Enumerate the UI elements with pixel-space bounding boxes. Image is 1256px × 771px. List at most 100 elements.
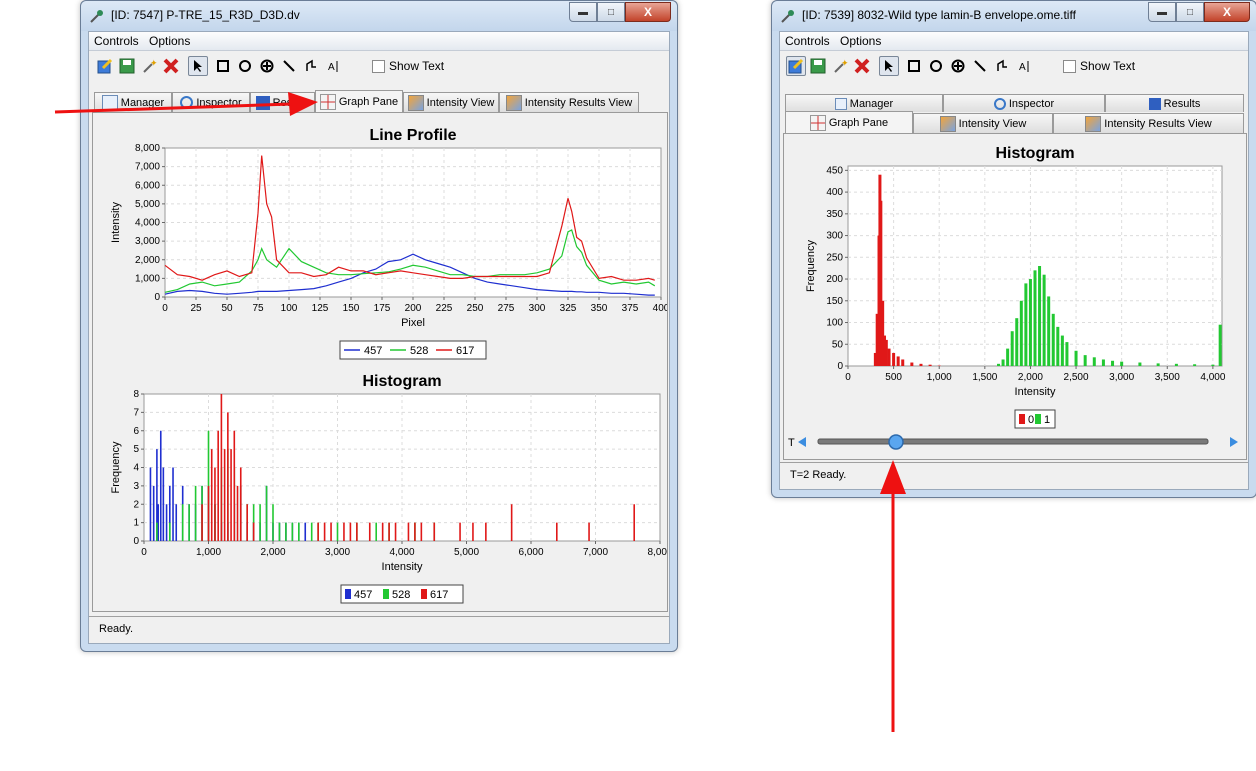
ellipse-tool-icon[interactable]	[235, 56, 255, 76]
y-tick-label: 2,000	[135, 255, 160, 266]
y-tick-label: 5,000	[135, 199, 160, 210]
bar-0	[892, 352, 896, 366]
polyline-tool-icon[interactable]	[301, 56, 321, 76]
polyline-tool-icon[interactable]	[992, 56, 1012, 76]
menu-controls[interactable]: Controls	[785, 34, 830, 48]
legend-swatch-1	[1035, 414, 1041, 424]
legend-swatch-0	[1019, 414, 1025, 424]
point-tool-icon[interactable]	[257, 56, 277, 76]
magic-wand-icon[interactable]: ✦	[139, 56, 159, 76]
close-button[interactable]: X	[1204, 2, 1250, 22]
minimize-button[interactable]: ▬	[569, 2, 597, 22]
save-icon[interactable]	[808, 56, 828, 76]
bar-1	[1047, 296, 1051, 366]
edit-icon[interactable]	[95, 56, 115, 76]
bar-457	[172, 467, 174, 541]
left-content: Controls Options ✦ A Show Text Manager I…	[88, 31, 670, 644]
bar-617	[246, 504, 248, 541]
bar-528	[181, 504, 184, 541]
y-axis-label: Frequency	[805, 240, 817, 292]
x-tick-label: 2,500	[1064, 372, 1089, 383]
bar-528	[375, 522, 377, 541]
pointer-tool-icon[interactable]	[879, 56, 899, 76]
y-axis-label: Frequency	[110, 441, 122, 493]
rectangle-tool-icon[interactable]	[213, 56, 233, 76]
tab-inspector[interactable]: Inspector	[172, 92, 250, 112]
x-tick-label: 350	[591, 303, 608, 314]
intensity-results-icon	[505, 94, 522, 111]
bar-617	[217, 430, 219, 541]
tab-intensity-view[interactable]: Intensity View	[403, 92, 499, 112]
line-tool-icon[interactable]	[279, 56, 299, 76]
tab-manager[interactable]: Manager	[94, 92, 172, 112]
save-icon[interactable]	[117, 56, 137, 76]
text-tool-icon[interactable]: A	[1014, 56, 1034, 76]
legend-label-617: 617	[456, 345, 474, 357]
bar-1	[1174, 363, 1178, 366]
tab-results[interactable]: Results	[1105, 94, 1244, 112]
bar-457	[152, 485, 155, 541]
menu-options[interactable]: Options	[149, 34, 191, 48]
graph-pane: Line Profile 0 25 50 75 100 125 150 175 200 225 250…	[92, 112, 668, 612]
tab-graph-pane[interactable]: Graph Pane	[785, 111, 913, 133]
menu-options[interactable]: Options	[840, 34, 882, 48]
toolbar: ✦ A Show Text	[780, 56, 1248, 80]
line-tool-icon[interactable]	[970, 56, 990, 76]
close-button[interactable]: X	[625, 2, 671, 22]
ellipse-tool-icon[interactable]	[926, 56, 946, 76]
edit-icon[interactable]	[786, 56, 806, 76]
menu-controls[interactable]: Controls	[94, 34, 139, 48]
bar-1	[1028, 279, 1032, 366]
minimize-button[interactable]: ▬	[1148, 2, 1176, 22]
left-titlebar[interactable]: [ID: 7547] P-TRE_15_R3D_D3D.dv ▬ □ X	[81, 1, 677, 31]
bar-617	[472, 522, 474, 541]
legend-label-617: 617	[430, 589, 448, 601]
y-tick-label: 0	[133, 536, 139, 547]
tab-inspector[interactable]: Inspector	[943, 94, 1105, 112]
delete-icon[interactable]	[161, 56, 181, 76]
bar-1	[1051, 313, 1055, 366]
bar-617	[433, 522, 436, 541]
magic-wand-icon[interactable]: ✦	[830, 56, 850, 76]
delete-icon[interactable]	[852, 56, 872, 76]
x-axis-label: Intensity	[1015, 386, 1056, 398]
maximize-button[interactable]: □	[1176, 2, 1204, 22]
slider-left-arrow-icon[interactable]	[798, 437, 806, 447]
show-text-checkbox[interactable]	[1063, 60, 1076, 73]
bar-457	[156, 449, 158, 541]
pointer-tool-icon[interactable]	[188, 56, 208, 76]
show-text-checkbox[interactable]	[372, 60, 385, 73]
tab-intensity-view[interactable]: Intensity View	[913, 113, 1053, 133]
bar-1	[1001, 359, 1005, 366]
legend-label-528: 528	[410, 345, 428, 357]
line-profile-chart: Line Profile 0 25 50 75 100 125 150 175 200 225 250…	[110, 127, 667, 360]
bar-1	[1074, 350, 1078, 366]
tab-intensity-results-view[interactable]: Intensity Results View	[1053, 113, 1244, 133]
intensity-icon	[939, 115, 956, 132]
bar-1	[1120, 361, 1124, 366]
bar-617	[368, 522, 371, 541]
graph-icon	[809, 114, 826, 131]
tab-results[interactable]: Results	[250, 92, 315, 112]
slider-thumb[interactable]	[888, 434, 904, 450]
y-tick-label: 1,000	[135, 273, 160, 284]
right-titlebar[interactable]: [ID: 7539] 8032-Wild type lamin-B envelo…	[772, 1, 1256, 31]
tab-graph-pane[interactable]: Graph Pane	[315, 90, 403, 112]
text-tool-icon[interactable]: A	[323, 56, 343, 76]
bar-0	[884, 339, 888, 366]
maximize-button[interactable]: □	[597, 2, 625, 22]
rectangle-tool-icon[interactable]	[904, 56, 924, 76]
bar-0	[919, 363, 923, 366]
point-tool-icon[interactable]	[948, 56, 968, 76]
tab-manager[interactable]: Manager	[785, 94, 943, 112]
bar-617	[239, 467, 242, 541]
x-axis-label: Pixel	[401, 317, 425, 329]
slider-right-arrow-icon[interactable]	[1230, 437, 1238, 447]
bar-617	[343, 522, 345, 541]
tab-intensity-results-view[interactable]: Intensity Results View	[499, 92, 639, 112]
bar-1	[1006, 348, 1010, 366]
slider-track[interactable]	[817, 438, 1209, 445]
probe-icon	[90, 10, 103, 23]
x-tick-label: 0	[141, 547, 147, 558]
